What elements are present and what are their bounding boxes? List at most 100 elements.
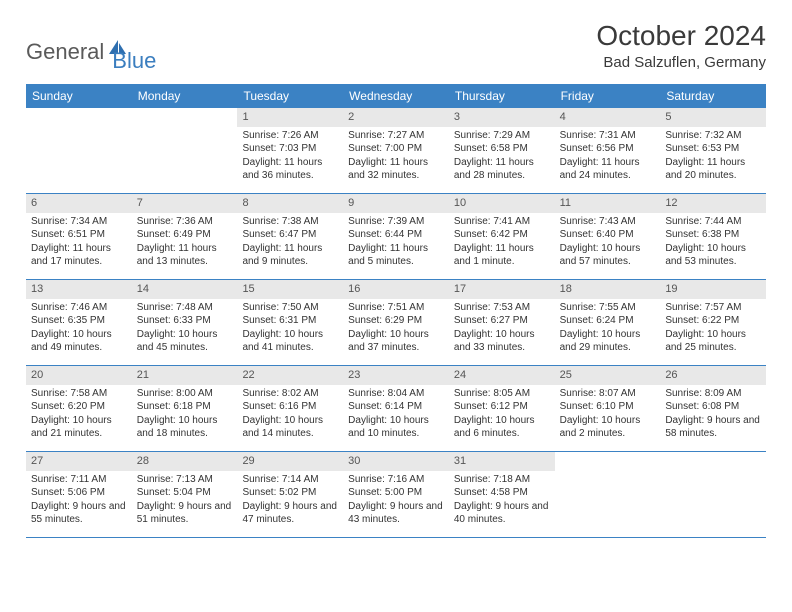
daylight-line: Daylight: 10 hours and 21 minutes. xyxy=(31,414,127,441)
daylight-line: Daylight: 10 hours and 29 minutes. xyxy=(560,328,656,355)
day-content: Sunrise: 7:43 AMSunset: 6:40 PMDaylight:… xyxy=(555,213,661,273)
day-number: 25 xyxy=(555,366,661,385)
calendar-day-cell: 9Sunrise: 7:39 AMSunset: 6:44 PMDaylight… xyxy=(343,194,449,279)
sunset-line: Sunset: 7:03 PM xyxy=(242,142,338,156)
daylight-line: Daylight: 11 hours and 32 minutes. xyxy=(348,156,444,183)
weekday-header: Tuesday xyxy=(237,84,343,108)
day-content: Sunrise: 7:32 AMSunset: 6:53 PMDaylight:… xyxy=(660,127,766,187)
sunset-line: Sunset: 6:18 PM xyxy=(137,400,233,414)
sunrise-line: Sunrise: 7:14 AM xyxy=(242,473,338,487)
calendar-day-cell: 16Sunrise: 7:51 AMSunset: 6:29 PMDayligh… xyxy=(343,280,449,365)
day-content: Sunrise: 7:46 AMSunset: 6:35 PMDaylight:… xyxy=(26,299,132,359)
sunrise-line: Sunrise: 8:00 AM xyxy=(137,387,233,401)
day-content: Sunrise: 7:26 AMSunset: 7:03 PMDaylight:… xyxy=(237,127,343,187)
calendar: SundayMondayTuesdayWednesdayThursdayFrid… xyxy=(26,84,766,538)
day-content: Sunrise: 7:31 AMSunset: 6:56 PMDaylight:… xyxy=(555,127,661,187)
day-content: Sunrise: 7:18 AMSunset: 4:58 PMDaylight:… xyxy=(449,471,555,531)
day-content: Sunrise: 8:07 AMSunset: 6:10 PMDaylight:… xyxy=(555,385,661,445)
calendar-week-row: 20Sunrise: 7:58 AMSunset: 6:20 PMDayligh… xyxy=(26,366,766,452)
calendar-day-cell: 24Sunrise: 8:05 AMSunset: 6:12 PMDayligh… xyxy=(449,366,555,451)
daylight-line: Daylight: 9 hours and 55 minutes. xyxy=(31,500,127,527)
day-number: 21 xyxy=(132,366,238,385)
daylight-line: Daylight: 10 hours and 6 minutes. xyxy=(454,414,550,441)
sunset-line: Sunset: 5:04 PM xyxy=(137,486,233,500)
calendar-day-cell xyxy=(132,108,238,193)
daylight-line: Daylight: 10 hours and 53 minutes. xyxy=(665,242,761,269)
sunset-line: Sunset: 6:42 PM xyxy=(454,228,550,242)
calendar-day-cell: 11Sunrise: 7:43 AMSunset: 6:40 PMDayligh… xyxy=(555,194,661,279)
sunset-line: Sunset: 6:29 PM xyxy=(348,314,444,328)
day-content: Sunrise: 7:38 AMSunset: 6:47 PMDaylight:… xyxy=(237,213,343,273)
weekday-header: Thursday xyxy=(449,84,555,108)
sunset-line: Sunset: 6:49 PM xyxy=(137,228,233,242)
day-content: Sunrise: 8:04 AMSunset: 6:14 PMDaylight:… xyxy=(343,385,449,445)
daylight-line: Daylight: 11 hours and 28 minutes. xyxy=(454,156,550,183)
weekday-header: Monday xyxy=(132,84,238,108)
daylight-line: Daylight: 11 hours and 5 minutes. xyxy=(348,242,444,269)
sunset-line: Sunset: 6:33 PM xyxy=(137,314,233,328)
sunrise-line: Sunrise: 7:38 AM xyxy=(242,215,338,229)
sunrise-line: Sunrise: 7:32 AM xyxy=(665,129,761,143)
location: Bad Salzuflen, Germany xyxy=(596,54,766,71)
sunrise-line: Sunrise: 8:05 AM xyxy=(454,387,550,401)
weekday-header: Wednesday xyxy=(343,84,449,108)
sunset-line: Sunset: 6:53 PM xyxy=(665,142,761,156)
day-content: Sunrise: 7:36 AMSunset: 6:49 PMDaylight:… xyxy=(132,213,238,273)
calendar-day-cell: 20Sunrise: 7:58 AMSunset: 6:20 PMDayligh… xyxy=(26,366,132,451)
daylight-line: Daylight: 11 hours and 13 minutes. xyxy=(137,242,233,269)
sunrise-line: Sunrise: 7:41 AM xyxy=(454,215,550,229)
sunrise-line: Sunrise: 8:04 AM xyxy=(348,387,444,401)
calendar-day-cell: 7Sunrise: 7:36 AMSunset: 6:49 PMDaylight… xyxy=(132,194,238,279)
calendar-day-cell: 15Sunrise: 7:50 AMSunset: 6:31 PMDayligh… xyxy=(237,280,343,365)
calendar-week-row: 27Sunrise: 7:11 AMSunset: 5:06 PMDayligh… xyxy=(26,452,766,538)
daylight-line: Daylight: 10 hours and 33 minutes. xyxy=(454,328,550,355)
day-number: 17 xyxy=(449,280,555,299)
sunset-line: Sunset: 6:31 PM xyxy=(242,314,338,328)
sunset-line: Sunset: 6:16 PM xyxy=(242,400,338,414)
weekday-header: Friday xyxy=(555,84,661,108)
calendar-day-cell: 2Sunrise: 7:27 AMSunset: 7:00 PMDaylight… xyxy=(343,108,449,193)
calendar-day-cell: 17Sunrise: 7:53 AMSunset: 6:27 PMDayligh… xyxy=(449,280,555,365)
sunrise-line: Sunrise: 7:26 AM xyxy=(242,129,338,143)
day-number: 31 xyxy=(449,452,555,471)
sunrise-line: Sunrise: 7:39 AM xyxy=(348,215,444,229)
calendar-day-cell: 27Sunrise: 7:11 AMSunset: 5:06 PMDayligh… xyxy=(26,452,132,537)
sunrise-line: Sunrise: 7:50 AM xyxy=(242,301,338,315)
day-number: 7 xyxy=(132,194,238,213)
day-content: Sunrise: 7:55 AMSunset: 6:24 PMDaylight:… xyxy=(555,299,661,359)
daylight-line: Daylight: 10 hours and 2 minutes. xyxy=(560,414,656,441)
sunset-line: Sunset: 6:47 PM xyxy=(242,228,338,242)
sunrise-line: Sunrise: 7:58 AM xyxy=(31,387,127,401)
day-number: 1 xyxy=(237,108,343,127)
sunrise-line: Sunrise: 8:02 AM xyxy=(242,387,338,401)
calendar-day-cell: 14Sunrise: 7:48 AMSunset: 6:33 PMDayligh… xyxy=(132,280,238,365)
daylight-line: Daylight: 11 hours and 24 minutes. xyxy=(560,156,656,183)
daylight-line: Daylight: 9 hours and 40 minutes. xyxy=(454,500,550,527)
day-content: Sunrise: 7:13 AMSunset: 5:04 PMDaylight:… xyxy=(132,471,238,531)
day-number: 8 xyxy=(237,194,343,213)
calendar-day-cell: 29Sunrise: 7:14 AMSunset: 5:02 PMDayligh… xyxy=(237,452,343,537)
month-title: October 2024 xyxy=(596,20,766,52)
day-content: Sunrise: 7:58 AMSunset: 6:20 PMDaylight:… xyxy=(26,385,132,445)
calendar-day-cell: 1Sunrise: 7:26 AMSunset: 7:03 PMDaylight… xyxy=(237,108,343,193)
daylight-line: Daylight: 10 hours and 18 minutes. xyxy=(137,414,233,441)
sunrise-line: Sunrise: 7:27 AM xyxy=(348,129,444,143)
day-number: 4 xyxy=(555,108,661,127)
day-number: 15 xyxy=(237,280,343,299)
sunset-line: Sunset: 5:00 PM xyxy=(348,486,444,500)
day-number: 2 xyxy=(343,108,449,127)
day-content: Sunrise: 7:14 AMSunset: 5:02 PMDaylight:… xyxy=(237,471,343,531)
calendar-day-cell: 18Sunrise: 7:55 AMSunset: 6:24 PMDayligh… xyxy=(555,280,661,365)
calendar-day-cell: 10Sunrise: 7:41 AMSunset: 6:42 PMDayligh… xyxy=(449,194,555,279)
day-content: Sunrise: 7:41 AMSunset: 6:42 PMDaylight:… xyxy=(449,213,555,273)
daylight-line: Daylight: 10 hours and 25 minutes. xyxy=(665,328,761,355)
day-content: Sunrise: 7:53 AMSunset: 6:27 PMDaylight:… xyxy=(449,299,555,359)
daylight-line: Daylight: 11 hours and 1 minute. xyxy=(454,242,550,269)
calendar-day-cell: 19Sunrise: 7:57 AMSunset: 6:22 PMDayligh… xyxy=(660,280,766,365)
day-content: Sunrise: 7:57 AMSunset: 6:22 PMDaylight:… xyxy=(660,299,766,359)
sunrise-line: Sunrise: 7:43 AM xyxy=(560,215,656,229)
sunset-line: Sunset: 6:35 PM xyxy=(31,314,127,328)
logo-word-1: General xyxy=(26,39,104,65)
sunset-line: Sunset: 6:08 PM xyxy=(665,400,761,414)
day-number: 29 xyxy=(237,452,343,471)
